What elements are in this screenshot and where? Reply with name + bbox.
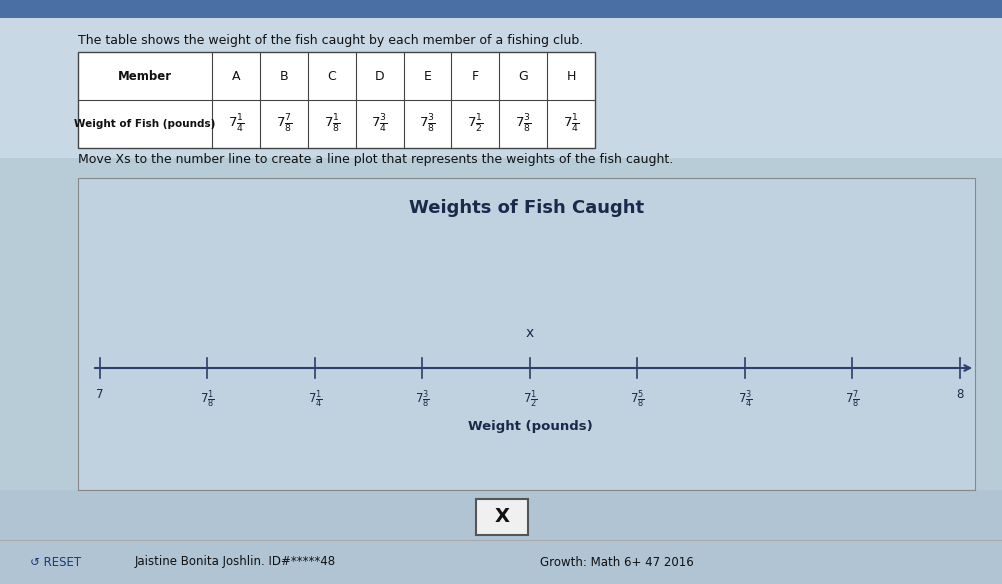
Text: 7$\frac{7}{8}$: 7$\frac{7}{8}$ (845, 388, 860, 410)
Bar (0, 540, 1002, 584)
Text: 8: 8 (956, 388, 964, 401)
Text: 7$\frac{1}{8}$: 7$\frac{1}{8}$ (200, 388, 214, 410)
Text: C: C (328, 69, 336, 82)
Text: 7$\frac{3}{8}$: 7$\frac{3}{8}$ (515, 113, 531, 135)
Text: Growth: Math 6+ 47 2016: Growth: Math 6+ 47 2016 (540, 555, 693, 568)
Bar (0, 0, 1002, 18)
Text: 7$\frac{3}{8}$: 7$\frac{3}{8}$ (419, 113, 436, 135)
Text: 7: 7 (96, 388, 104, 401)
Text: Weights of Fish Caught: Weights of Fish Caught (409, 199, 644, 217)
Text: The table shows the weight of the fish caught by each member of a fishing club.: The table shows the weight of the fish c… (78, 34, 583, 47)
Text: 7$\frac{1}{4}$: 7$\frac{1}{4}$ (227, 113, 244, 135)
Bar (476, 499, 528, 535)
Text: 7$\frac{3}{8}$: 7$\frac{3}{8}$ (415, 388, 430, 410)
Text: Jaistine Bonita Joshlin. ID#*****48: Jaistine Bonita Joshlin. ID#*****48 (135, 555, 336, 568)
Text: 7$\frac{1}{2}$: 7$\frac{1}{2}$ (467, 113, 484, 135)
Text: H: H (566, 69, 576, 82)
Text: Move Xs to the number line to create a line plot that represents the weights of : Move Xs to the number line to create a l… (78, 154, 673, 166)
Bar (0, 18, 1002, 158)
Text: F: F (472, 69, 479, 82)
Text: x: x (526, 326, 534, 340)
Text: 7$\frac{1}{4}$: 7$\frac{1}{4}$ (308, 388, 323, 410)
Text: 7$\frac{3}{4}$: 7$\frac{3}{4}$ (372, 113, 388, 135)
Text: 7$\frac{3}{4}$: 7$\frac{3}{4}$ (737, 388, 753, 410)
Text: 7$\frac{1}{4}$: 7$\frac{1}{4}$ (563, 113, 579, 135)
Text: A: A (231, 69, 240, 82)
Text: 7$\frac{7}{8}$: 7$\frac{7}{8}$ (276, 113, 292, 135)
Text: D: D (375, 69, 385, 82)
Text: X: X (495, 507, 509, 527)
Text: Weight (pounds): Weight (pounds) (468, 420, 592, 433)
Text: G: G (518, 69, 528, 82)
Text: Weight of Fish (pounds): Weight of Fish (pounds) (74, 119, 215, 129)
Text: ↺ RESET: ↺ RESET (30, 555, 81, 568)
Text: Member: Member (118, 69, 172, 82)
Text: B: B (280, 69, 289, 82)
Text: 7$\frac{5}{8}$: 7$\frac{5}{8}$ (630, 388, 645, 410)
Text: E: E (424, 69, 432, 82)
Text: 7$\frac{1}{2}$: 7$\frac{1}{2}$ (523, 388, 537, 410)
Bar (0, 490, 1002, 540)
Text: 7$\frac{1}{8}$: 7$\frac{1}{8}$ (324, 113, 340, 135)
Bar (78, 178, 975, 490)
Bar (78, 52, 595, 148)
